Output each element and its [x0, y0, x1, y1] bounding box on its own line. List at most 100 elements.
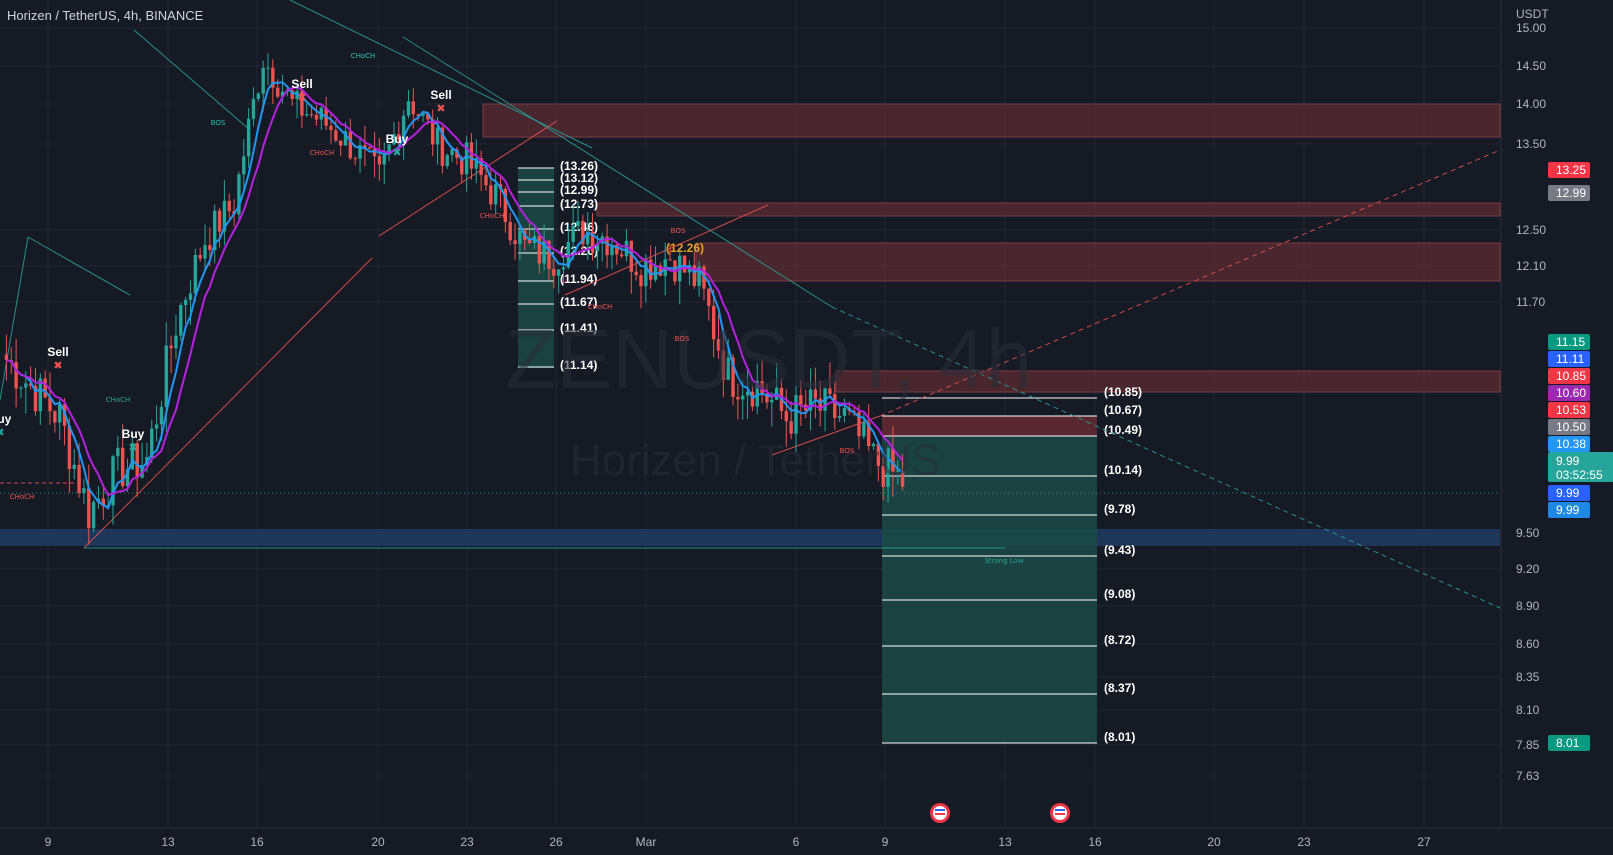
candle-body: [280, 91, 285, 97]
trend-line: [564, 204, 769, 296]
candle-body: [658, 265, 663, 276]
price-tag-value: 11.15: [1556, 335, 1585, 349]
fib-level-label: (10.49): [1104, 423, 1142, 437]
price-tag: 10.50: [1548, 419, 1590, 435]
price-tag-bg: [1548, 402, 1590, 418]
trend-line: [378, 120, 558, 237]
candle-body: [716, 339, 721, 351]
structure-label: BOS: [675, 335, 690, 343]
event-stripe: [935, 813, 945, 815]
candle-body: [43, 378, 47, 398]
price-tag: 9.99: [1548, 502, 1590, 518]
candle-body: [150, 428, 154, 458]
candle-body: [406, 101, 411, 116]
us-flag-event-icon[interactable]: [1050, 803, 1070, 823]
candle-body: [702, 266, 706, 289]
candle-body: [111, 456, 115, 506]
candle-body: [329, 125, 333, 131]
price-tick-label: 12.50: [1516, 223, 1546, 237]
price-tick-label: 8.90: [1516, 599, 1540, 613]
candle-body: [808, 389, 813, 411]
candle-body: [203, 245, 207, 259]
symbol-header[interactable]: Horizen / TetherUS, 4h, BINANCE: [7, 8, 203, 23]
candle-body: [372, 148, 377, 157]
candle-body: [227, 200, 231, 212]
candle-body: [28, 383, 33, 386]
candle-body: [271, 67, 275, 88]
candle-body: [866, 422, 871, 447]
signal-label: Buy: [0, 412, 12, 426]
signal-label: Sell: [291, 77, 312, 91]
trend-line: [879, 149, 1501, 417]
signal-marker: ✖: [297, 91, 306, 104]
candle-body: [760, 381, 764, 395]
price-tag-bg: [1548, 502, 1590, 518]
candle-body: [639, 275, 643, 287]
candle-body: [818, 398, 822, 411]
candle-body: [82, 488, 86, 494]
fib-level-label: (13.12): [560, 171, 598, 185]
price-tag: 13.25: [1548, 162, 1590, 178]
candle-body: [682, 255, 687, 273]
candle-body: [193, 254, 198, 294]
candle-body: [387, 144, 391, 155]
fib-level-label: (11.94): [560, 272, 597, 286]
time-tick-label: 9: [882, 835, 889, 849]
candle-body: [440, 127, 445, 166]
candle-body: [619, 254, 624, 257]
candle-body: [116, 447, 120, 457]
candle-body: [900, 470, 905, 487]
candle-body: [837, 415, 842, 418]
candle-body: [198, 254, 202, 259]
price-tag: 10.53: [1548, 402, 1590, 418]
candle-body: [358, 145, 362, 159]
structure-label: BOS: [671, 227, 686, 235]
candle-body: [431, 119, 435, 145]
price-tick-label: 8.35: [1516, 670, 1540, 684]
time-axis[interactable]: 9 13 16 20 23 26 Mar 6 9 13 16 20 23 27: [0, 827, 1613, 849]
fib-level-label: (8.01): [1104, 730, 1135, 744]
candle-body: [624, 240, 629, 257]
time-tick-label: 27: [1417, 835, 1431, 849]
economic-events[interactable]: [930, 803, 1070, 823]
candle-body: [711, 305, 716, 340]
signal-label: Buy: [386, 132, 409, 146]
price-tick-label: 15.00: [1516, 21, 1546, 35]
price-tag-countdown: 03:52:55: [1556, 468, 1603, 482]
candle-body: [552, 268, 556, 276]
candle-body: [586, 231, 590, 245]
price-tag-value: 9.99: [1556, 486, 1580, 500]
price-tick-label: 14.50: [1516, 59, 1546, 73]
time-tick-label: 26: [549, 835, 563, 849]
time-tick-label: 20: [371, 835, 385, 849]
structure-label: BOS: [211, 119, 226, 127]
fib-level-label: (12.73): [560, 197, 598, 211]
us-flag-event-icon[interactable]: [930, 803, 950, 823]
price-axis[interactable]: 15.00 14.50 14.00 13.50 12.50 12.10 11.70 9.50 9…: [1500, 0, 1613, 828]
time-tick-label: 13: [161, 835, 175, 849]
candle-body: [736, 396, 740, 400]
candle-body: [610, 244, 614, 256]
candle-body: [38, 378, 43, 412]
candle-body: [246, 118, 251, 157]
candle-body: [852, 410, 856, 412]
candle-body: [140, 465, 144, 478]
fib-level-label: (9.78): [1104, 502, 1135, 516]
candle-body: [755, 381, 759, 407]
symbol-title: Horizen / TetherUS, 4h, BINANCE: [7, 8, 204, 23]
signal-marker: ✖: [436, 102, 445, 115]
candle-body: [561, 267, 566, 270]
candle-body: [174, 335, 178, 349]
candle-body: [300, 90, 304, 116]
price-tag: 10.85: [1548, 368, 1590, 384]
price-tag: 10.60: [1548, 385, 1590, 401]
candle-body: [556, 269, 561, 276]
fib-level-label: (11.14): [560, 358, 597, 372]
fib-level-label: (10.67): [1104, 403, 1142, 417]
price-tag-value: 10.85: [1556, 369, 1586, 383]
candle-body: [290, 90, 294, 99]
candle-body: [77, 464, 81, 494]
watermark-name: Horizen / TetherUS: [570, 436, 941, 485]
time-tick-label: Mar: [636, 835, 657, 849]
